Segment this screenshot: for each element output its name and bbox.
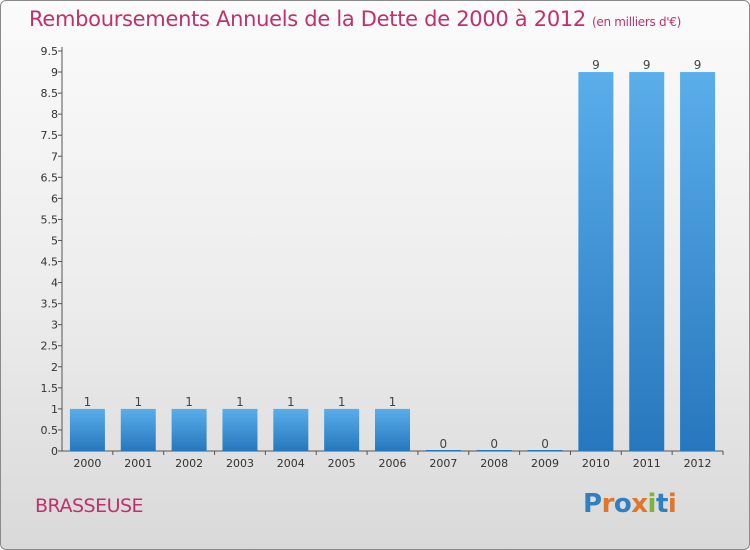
y-tick-label: 5.5 — [41, 213, 59, 226]
data-label: 1 — [389, 395, 397, 409]
logo-letter: o — [613, 489, 632, 519]
place-name: BRASSEUSE — [35, 495, 144, 517]
bars — [69, 72, 716, 451]
y-tick-label: 2 — [51, 361, 58, 374]
y-tick-label: 1 — [51, 403, 58, 416]
data-label: 0 — [541, 437, 549, 451]
logo-letter: P — [583, 489, 602, 519]
y-tick-label: 0.5 — [41, 424, 59, 437]
x-tick-label: 2002 — [175, 457, 203, 470]
data-label: 1 — [185, 395, 193, 409]
y-tick-label: 8 — [51, 108, 58, 121]
y-tick-label: 8.5 — [41, 87, 59, 100]
y-tick-label: 7 — [51, 150, 58, 163]
y-tick-label: 9 — [51, 66, 58, 79]
y-tick-label: 6 — [51, 192, 58, 205]
x-tick-label: 2010 — [582, 457, 610, 470]
bar — [680, 72, 716, 451]
data-label: 9 — [592, 58, 600, 72]
y-tick-label: 0 — [51, 445, 58, 458]
x-axis: 2000 2001 2002 2003 2004 2005 2006 2007 2008 2009… — [62, 450, 724, 470]
logo-letter: t — [655, 489, 668, 519]
data-label: 9 — [694, 58, 702, 72]
data-label: 1 — [84, 395, 92, 409]
data-label: 1 — [236, 395, 244, 409]
chart-subtitle: (en milliers d'€) — [592, 15, 682, 29]
bar — [171, 408, 207, 451]
x-tick-label: 2012 — [684, 457, 712, 470]
bar — [222, 408, 258, 451]
x-tick-label: 2000 — [73, 457, 101, 470]
logo-letter: i — [647, 489, 657, 519]
logo-letter: x — [631, 489, 648, 519]
x-tick-label: 2003 — [226, 457, 254, 470]
bar — [629, 72, 665, 451]
bar — [69, 408, 105, 451]
y-tick-label: 3 — [51, 319, 58, 332]
x-tick-label: 2008 — [480, 457, 508, 470]
chart-title: Remboursements Annuels de la Dette de 20… — [29, 7, 681, 31]
data-label: 9 — [643, 58, 651, 72]
y-tick-label: 7.5 — [41, 129, 59, 142]
chart-title-text: Remboursements Annuels de la Dette de 20… — [29, 7, 586, 31]
logo-letter: i — [667, 489, 677, 519]
bar — [578, 72, 614, 451]
x-tick-label: 2007 — [429, 457, 457, 470]
y-tick-label: 4.5 — [41, 256, 59, 269]
data-label: 0 — [440, 437, 448, 451]
data-label: 1 — [287, 395, 295, 409]
x-tick-label: 2005 — [328, 457, 356, 470]
y-tick-label: 1.5 — [41, 382, 59, 395]
y-tick-label: 6.5 — [41, 171, 59, 184]
x-tick-label: 2009 — [531, 457, 559, 470]
y-tick-label: 4 — [51, 277, 58, 290]
data-labels: 1 1 1 1 1 1 1 0 0 0 9 9 9 — [84, 58, 702, 451]
x-tick-label: 2001 — [124, 457, 152, 470]
data-label: 0 — [490, 437, 498, 451]
y-axis: 0 0.5 1 1.5 2 2.5 3 3.5 4 4.5 5 5.5 6 6.5 7 7.5 8 8.5 9 9.5 — [41, 45, 63, 458]
bar — [273, 408, 309, 451]
x-tick-label: 2006 — [379, 457, 407, 470]
bar — [476, 450, 512, 451]
bar — [120, 408, 156, 451]
data-label: 1 — [338, 395, 346, 409]
bar — [425, 450, 461, 451]
data-label: 1 — [134, 395, 142, 409]
bar — [527, 450, 563, 451]
x-tick-label: 2011 — [633, 457, 661, 470]
y-tick-label: 2.5 — [41, 340, 59, 353]
x-tick-label: 2004 — [277, 457, 305, 470]
y-tick-label: 3.5 — [41, 298, 59, 311]
logo-letter: r — [601, 489, 615, 519]
bar — [324, 408, 360, 451]
proxiti-logo[interactable]: Proxiti — [583, 489, 677, 519]
bar — [375, 408, 410, 451]
y-tick-label: 5 — [51, 234, 58, 247]
y-tick-label: 9.5 — [41, 45, 59, 58]
